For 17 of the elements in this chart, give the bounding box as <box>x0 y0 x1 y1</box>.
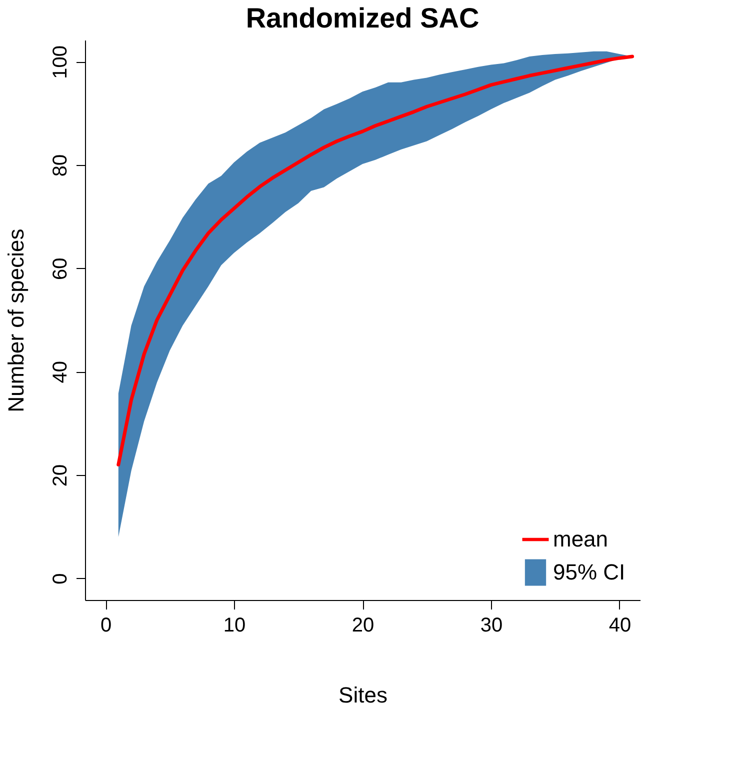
x-tick-label: 40 <box>608 614 632 636</box>
line-series <box>116 54 634 466</box>
x-tick-label: 20 <box>352 614 374 636</box>
chart-title: Randomized SAC <box>246 2 480 34</box>
y-tick-label: 60 <box>50 258 72 280</box>
y-tick-label: 0 <box>50 573 72 584</box>
x-tick-label: 0 <box>100 614 112 636</box>
y-tick-label: 80 <box>50 154 72 177</box>
x-tick-label: 10 <box>223 614 246 636</box>
y-axis-title: Number of species <box>4 228 28 412</box>
legend-label: 95% CI <box>553 560 626 584</box>
y-tick-label: 20 <box>50 464 72 487</box>
legend-label: mean <box>553 526 608 552</box>
y-tick-label: 40 <box>50 361 72 384</box>
x-tick-label: 30 <box>480 614 503 636</box>
y-tick-label: 100 <box>50 46 72 79</box>
x-axis-title: Sites <box>338 682 388 708</box>
